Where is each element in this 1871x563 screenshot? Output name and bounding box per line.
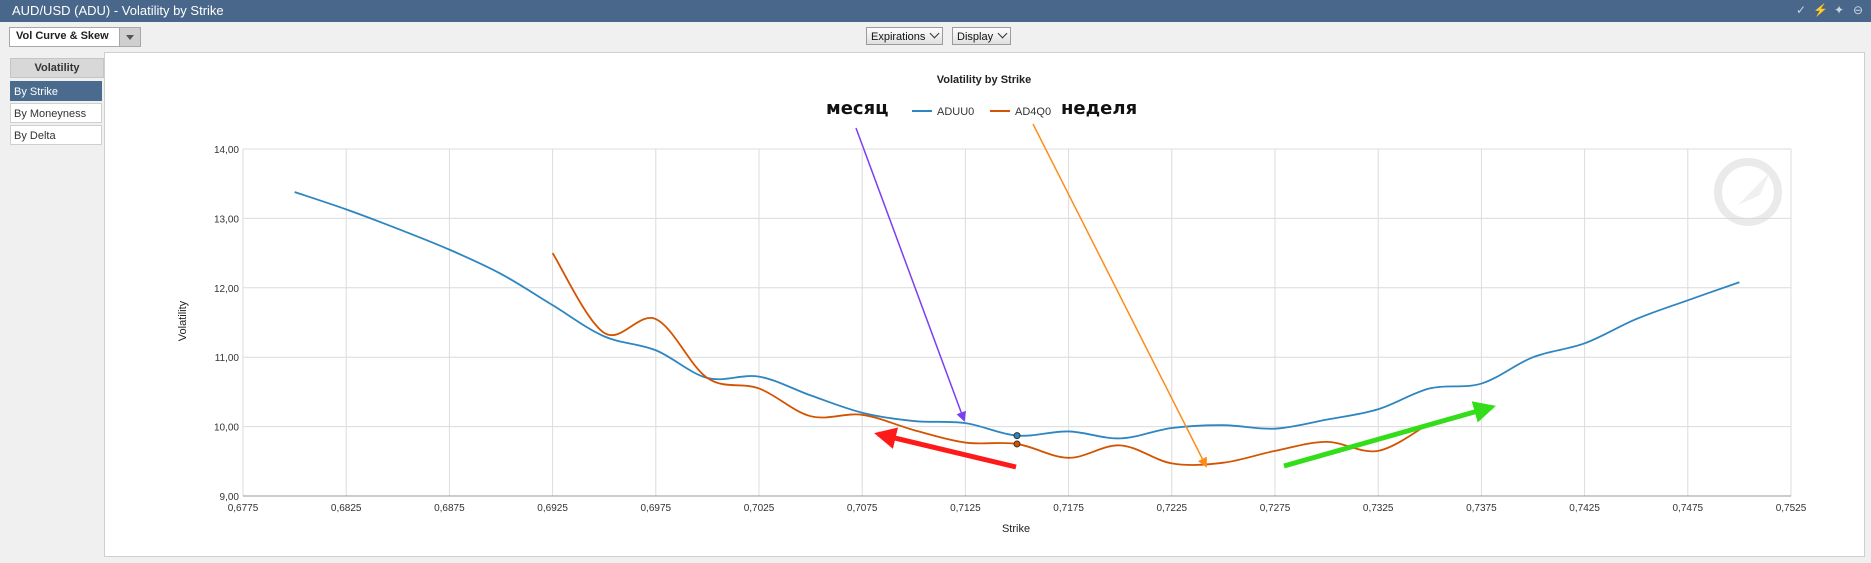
green-arrow bbox=[1283, 401, 1496, 469]
x-tick-label: 0,7525 bbox=[1776, 503, 1807, 514]
sidebar-item-by-delta[interactable]: By Delta bbox=[10, 125, 102, 145]
title-bar: AUD/USD (ADU) - Volatility by Strike ✓ ⚡… bbox=[0, 0, 1871, 22]
x-tick-label: 0,7325 bbox=[1363, 503, 1394, 514]
sidebar-header: Volatility bbox=[10, 58, 104, 78]
annotation-arrows bbox=[855, 123, 1496, 470]
sidebar-item-by-strike[interactable]: By Strike bbox=[10, 81, 102, 101]
sidebar: Volatility By Strike By Moneyness By Del… bbox=[0, 50, 104, 563]
x-tick-label: 0,6825 bbox=[331, 503, 362, 514]
y-axis-label: Volatility bbox=[177, 300, 189, 341]
series-line-ad4q0 bbox=[551, 252, 1431, 466]
x-axis-label: Strike bbox=[1002, 523, 1030, 535]
x-tick-label: 0,7275 bbox=[1260, 503, 1291, 514]
highlight-point-aduu0[interactable] bbox=[1013, 432, 1021, 440]
display-label: Display bbox=[957, 31, 994, 43]
x-tick-label: 0,7125 bbox=[950, 503, 981, 514]
x-tick-label: 0,6975 bbox=[641, 503, 672, 514]
x-tick-label: 0,6775 bbox=[228, 503, 259, 514]
bolt-icon[interactable]: ⚡ bbox=[1813, 3, 1828, 17]
chart-series bbox=[294, 191, 1740, 466]
month-annotation: месяц bbox=[826, 98, 889, 119]
x-tick-label: 0,6925 bbox=[537, 503, 568, 514]
chart-legend: ADUU0 AD4Q0 bbox=[912, 106, 1051, 118]
chart-axes: 0,6775 0,6825 0,6875 0,6925 0,6975 0,7025 0,70… bbox=[214, 145, 1807, 514]
month-arrow bbox=[855, 127, 966, 422]
x-tick-label: 0,7175 bbox=[1053, 503, 1084, 514]
x-tick-label: 0,7375 bbox=[1466, 503, 1497, 514]
legend-label-aduu0: ADUU0 bbox=[937, 106, 974, 118]
view-select[interactable]: Vol Curve & Skew bbox=[9, 27, 141, 47]
red-arrow bbox=[874, 427, 1017, 470]
check-icon[interactable]: ✓ bbox=[1795, 3, 1807, 17]
y-tick-label: 10,00 bbox=[214, 423, 239, 434]
chart-title: Volatility by Strike bbox=[937, 74, 1032, 86]
x-tick-label: 0,7225 bbox=[1157, 503, 1188, 514]
y-tick-label: 13,00 bbox=[214, 214, 239, 225]
y-tick-label: 9,00 bbox=[220, 492, 240, 503]
y-tick-label: 14,00 bbox=[214, 145, 239, 156]
display-button[interactable]: Display bbox=[952, 27, 1012, 45]
x-tick-label: 0,7475 bbox=[1673, 503, 1704, 514]
expirations-label: Expirations bbox=[871, 31, 926, 43]
week-annotation: неделя bbox=[1061, 98, 1138, 119]
collapse-icon[interactable]: ⊖ bbox=[1852, 3, 1864, 17]
view-select-value: Vol Curve & Skew bbox=[16, 30, 109, 42]
toolbar: Vol Curve & Skew Expirations Display bbox=[0, 22, 1871, 50]
week-arrow bbox=[1032, 123, 1207, 468]
twitter-icon[interactable]: ✦ bbox=[1833, 3, 1845, 17]
x-tick-label: 0,7025 bbox=[744, 503, 775, 514]
y-tick-label: 11,00 bbox=[215, 353, 240, 364]
expirations-button[interactable]: Expirations bbox=[866, 27, 944, 45]
chart-markers bbox=[1013, 432, 1021, 448]
sidebar-item-by-moneyness[interactable]: By Moneyness bbox=[10, 103, 102, 123]
x-tick-label: 0,7425 bbox=[1569, 503, 1600, 514]
y-tick-label: 12,00 bbox=[214, 284, 239, 295]
x-tick-label: 0,6875 bbox=[434, 503, 465, 514]
x-tick-label: 0,7075 bbox=[847, 503, 878, 514]
chart-container bbox=[104, 52, 1865, 557]
legend-label-ad4q0: AD4Q0 bbox=[1015, 106, 1051, 118]
watermark-logo-icon bbox=[1714, 158, 1782, 226]
highlight-point-ad4q0[interactable] bbox=[1013, 440, 1021, 448]
chevron-down-icon[interactable] bbox=[119, 28, 140, 46]
window-title: AUD/USD (ADU) - Volatility by Strike bbox=[12, 3, 224, 18]
series-line-aduu0 bbox=[294, 191, 1740, 440]
